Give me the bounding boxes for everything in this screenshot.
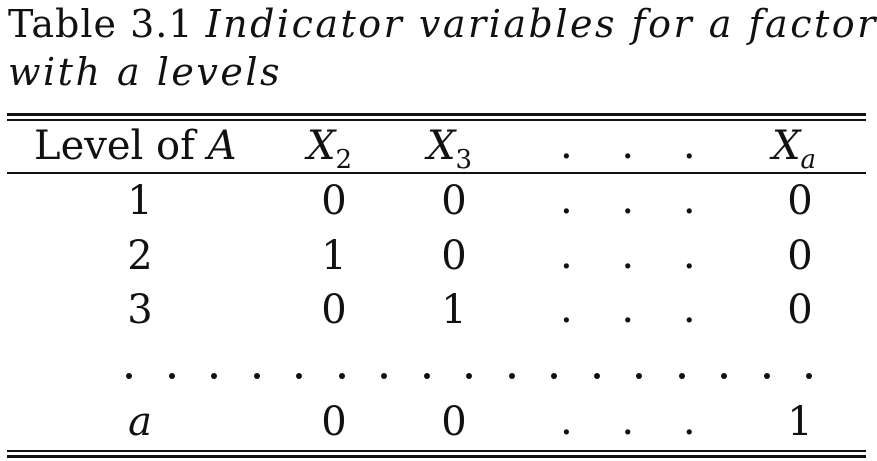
row-1-xa: 0 [787,178,813,224]
leader-dot [594,373,600,379]
leader-dot [764,373,770,379]
leader-dot [296,373,302,379]
header-x2: X2 [307,123,353,175]
leader-dot [466,373,472,379]
row-3-x3: 1 [441,287,467,333]
header-x3: X3 [427,123,473,175]
top-rule-inner [7,119,866,121]
header-level: Level of A [34,123,237,169]
leader-dot [126,373,132,379]
row-2-ellipsis: . . . [560,232,714,278]
row-2-x3: 0 [441,233,467,279]
table-title-part-2: with a levels [8,50,282,94]
leader-dot [211,373,217,379]
row-1-x2: 0 [321,178,347,224]
bottom-rule-inner [7,450,866,452]
header-xa: Xa [772,123,816,175]
row-a-ellipsis: . . . [560,398,714,444]
leader-dot [636,373,642,379]
leader-dot [806,373,812,379]
leader-dot [424,373,430,379]
row-1-x3: 0 [441,178,467,224]
leader-dot [721,373,727,379]
leader-dot [169,373,175,379]
leader-dot [679,373,685,379]
leader-dot [509,373,515,379]
top-rule [7,113,866,116]
row-a-level: a [128,399,152,445]
table-caption: Table 3.1 Indicator variables for a fact… [8,0,877,96]
leader-dot [339,373,345,379]
row-3-ellipsis: . . . [560,286,714,332]
table-number: Table 3.1 [8,2,194,46]
row-2-x2: 1 [321,233,347,279]
caption-line-1: Table 3.1 Indicator variables for a fact… [8,0,877,48]
row-3-xa: 0 [787,287,813,333]
table-title-part-1: Indicator variables for a factor [205,2,877,46]
row-a-xa: 1 [787,399,813,445]
row-2-level: 2 [127,233,153,279]
row-3-level: 3 [127,287,153,333]
header-rule [7,172,866,174]
row-a-x2: 0 [321,399,347,445]
leader-dot [381,373,387,379]
row-1-ellipsis: . . . [560,177,714,223]
row-a-x3: 0 [441,399,467,445]
row-3-x2: 0 [321,287,347,333]
row-2-xa: 0 [787,233,813,279]
dot-leader-row [126,373,826,383]
header-ellipsis: . . . [560,122,714,168]
leader-dot [254,373,260,379]
row-1-level: 1 [127,178,153,224]
leader-dot [551,373,557,379]
bottom-rule [7,455,866,458]
